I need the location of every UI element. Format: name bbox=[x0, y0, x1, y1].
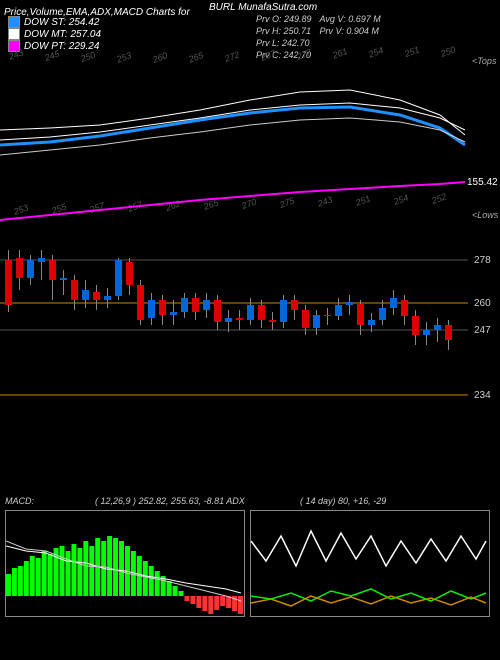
adx-params: ( 14 day) 80, +16, -29 bbox=[300, 496, 386, 506]
svg-text:257: 257 bbox=[87, 200, 106, 215]
svg-text:270: 270 bbox=[239, 196, 257, 211]
svg-text:254: 254 bbox=[366, 45, 384, 60]
svg-text:250: 250 bbox=[78, 49, 96, 64]
svg-text:253: 253 bbox=[11, 202, 29, 217]
svg-text:254: 254 bbox=[391, 192, 409, 207]
macd-params: ( 12,26,9 ) 252.82, 255.63, -8.81 ADX bbox=[95, 496, 245, 506]
svg-text:277: 277 bbox=[294, 47, 313, 62]
svg-text:250: 250 bbox=[438, 44, 456, 59]
svg-text:243: 243 bbox=[6, 47, 24, 62]
svg-text:272: 272 bbox=[222, 49, 240, 64]
svg-text:265: 265 bbox=[186, 50, 205, 65]
svg-text:275: 275 bbox=[277, 195, 296, 210]
svg-text:245: 245 bbox=[42, 48, 61, 63]
svg-text:234: 234 bbox=[474, 390, 491, 401]
svg-text:262: 262 bbox=[163, 198, 181, 213]
macd-title: MACD: bbox=[5, 496, 34, 506]
adx-panel bbox=[250, 510, 490, 617]
svg-text:267: 267 bbox=[258, 48, 277, 63]
svg-text:<Tops: <Tops bbox=[472, 56, 497, 66]
svg-text:252: 252 bbox=[429, 191, 447, 206]
svg-text:260: 260 bbox=[474, 298, 491, 309]
macd-chart bbox=[6, 511, 244, 616]
price-chart: 243 245 250 253 260 265 272 267 277 261 254 251 250 2… bbox=[0, 0, 500, 420]
adx-chart bbox=[251, 511, 489, 616]
svg-text:278: 278 bbox=[474, 255, 491, 266]
macd-panel bbox=[5, 510, 245, 617]
svg-text:251: 251 bbox=[353, 193, 371, 208]
chart-container: Price,Volume,EMA,ADX,MACD Charts for BUR… bbox=[0, 0, 500, 660]
svg-text:155.42: 155.42 bbox=[467, 177, 498, 188]
svg-text:247: 247 bbox=[474, 325, 491, 336]
svg-text:260: 260 bbox=[150, 50, 168, 65]
svg-text:253: 253 bbox=[114, 50, 132, 65]
svg-text:261: 261 bbox=[330, 46, 348, 61]
svg-text:<Lows: <Lows bbox=[472, 210, 499, 220]
svg-text:251: 251 bbox=[402, 44, 420, 59]
svg-text:243: 243 bbox=[315, 194, 333, 209]
